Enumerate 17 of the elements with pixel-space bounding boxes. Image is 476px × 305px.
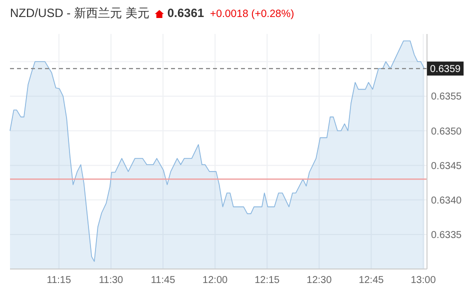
x-tick-label: 11:15 xyxy=(46,275,72,286)
y-tick-label: 0.6355 xyxy=(431,92,462,103)
x-tick-label: 12:45 xyxy=(358,275,384,286)
text: +0.0018 (+0.28%) xyxy=(210,8,294,20)
y-tick-label: 0.6345 xyxy=(431,160,462,172)
x-tick-label: 12:00 xyxy=(202,275,228,286)
x-tick-label: 11:30 xyxy=(98,275,124,286)
chart-title: NZD/USD - 新西兰元 美元 xyxy=(10,6,150,20)
text: 0.6361 xyxy=(167,6,204,20)
ref-line-label: 0.6359 xyxy=(430,64,462,76)
y-tick-label: 0.6350 xyxy=(431,126,462,138)
x-tick-label: 12:15 xyxy=(254,275,280,286)
y-tick-label: 0.6335 xyxy=(431,230,462,241)
x-tick-label: 12:30 xyxy=(306,275,332,286)
x-tick-label: 13:00 xyxy=(410,275,436,286)
x-tick-label: 11:45 xyxy=(150,275,176,286)
y-tick-label: 0.6340 xyxy=(431,195,462,206)
